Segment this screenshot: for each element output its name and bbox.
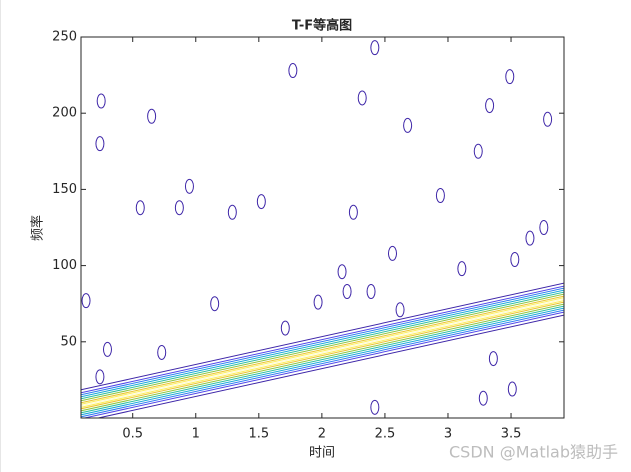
contour-band bbox=[81, 282, 564, 418]
contour-island bbox=[157, 344, 167, 360]
contour-island bbox=[210, 296, 220, 312]
contour-island bbox=[184, 178, 194, 194]
contour-band bbox=[81, 291, 564, 414]
contour-band bbox=[81, 297, 564, 408]
contour-island bbox=[95, 136, 105, 152]
contour-island bbox=[288, 63, 298, 79]
contour-band bbox=[81, 287, 564, 418]
contour-island bbox=[473, 143, 483, 159]
contour-band bbox=[81, 293, 564, 412]
contour-island bbox=[543, 111, 553, 127]
x-tick-label: 0.5 bbox=[122, 427, 143, 442]
contour-island bbox=[96, 93, 106, 109]
contour-island bbox=[366, 284, 376, 300]
contour-band bbox=[81, 295, 564, 410]
contour-island bbox=[227, 204, 237, 220]
contour-island bbox=[357, 90, 367, 106]
chart-title: T-F等高图 bbox=[292, 18, 352, 34]
plot-area bbox=[81, 40, 564, 418]
y-tick-label: 250 bbox=[52, 30, 77, 45]
contour-island bbox=[337, 264, 347, 280]
contour-island bbox=[539, 220, 549, 235]
contour-island bbox=[342, 284, 352, 300]
contour-band bbox=[81, 289, 564, 416]
contour-island bbox=[102, 341, 112, 357]
ridge-line bbox=[81, 298, 564, 407]
y-axis-label: 频率 bbox=[30, 215, 46, 241]
contour-island bbox=[95, 369, 105, 385]
contour-band bbox=[81, 285, 564, 418]
contour-island bbox=[478, 390, 488, 406]
watermark: CSDN @Matlab猿助手 bbox=[449, 443, 618, 462]
x-tick-label: 2.5 bbox=[375, 427, 396, 442]
contour-island bbox=[525, 230, 535, 246]
contour-island bbox=[256, 194, 266, 210]
contour-island bbox=[403, 117, 413, 133]
contour-island bbox=[174, 200, 184, 216]
contour-island bbox=[348, 204, 358, 220]
contour-island bbox=[81, 293, 91, 309]
contour-island bbox=[488, 351, 498, 367]
contour-island bbox=[147, 108, 157, 124]
x-tick-label: 3 bbox=[444, 427, 452, 442]
x-axis-label: 时间 bbox=[309, 446, 335, 461]
contour-island bbox=[387, 245, 397, 261]
contour-island bbox=[370, 40, 380, 56]
contour-island bbox=[505, 69, 515, 85]
x-tick-label: 2 bbox=[318, 427, 326, 442]
y-tick-label: 200 bbox=[52, 106, 77, 121]
contour-island bbox=[370, 399, 380, 415]
x-tick-label: 1.5 bbox=[248, 427, 269, 442]
contour-island bbox=[435, 187, 445, 203]
y-tick-label: 50 bbox=[60, 334, 77, 349]
contour-island bbox=[135, 200, 145, 216]
contour-island bbox=[485, 98, 495, 114]
x-tick-label: 1 bbox=[192, 427, 200, 442]
y-tick-label: 150 bbox=[52, 182, 77, 197]
contour-island bbox=[510, 252, 520, 268]
contour-island bbox=[395, 302, 405, 318]
x-tick-label: 3.5 bbox=[501, 427, 522, 442]
contour-island bbox=[313, 294, 323, 310]
y-tick-label: 100 bbox=[52, 258, 77, 273]
contour-island bbox=[457, 261, 467, 277]
plot-frame bbox=[80, 36, 565, 419]
contour-island bbox=[280, 320, 290, 336]
contour-island bbox=[507, 381, 517, 397]
